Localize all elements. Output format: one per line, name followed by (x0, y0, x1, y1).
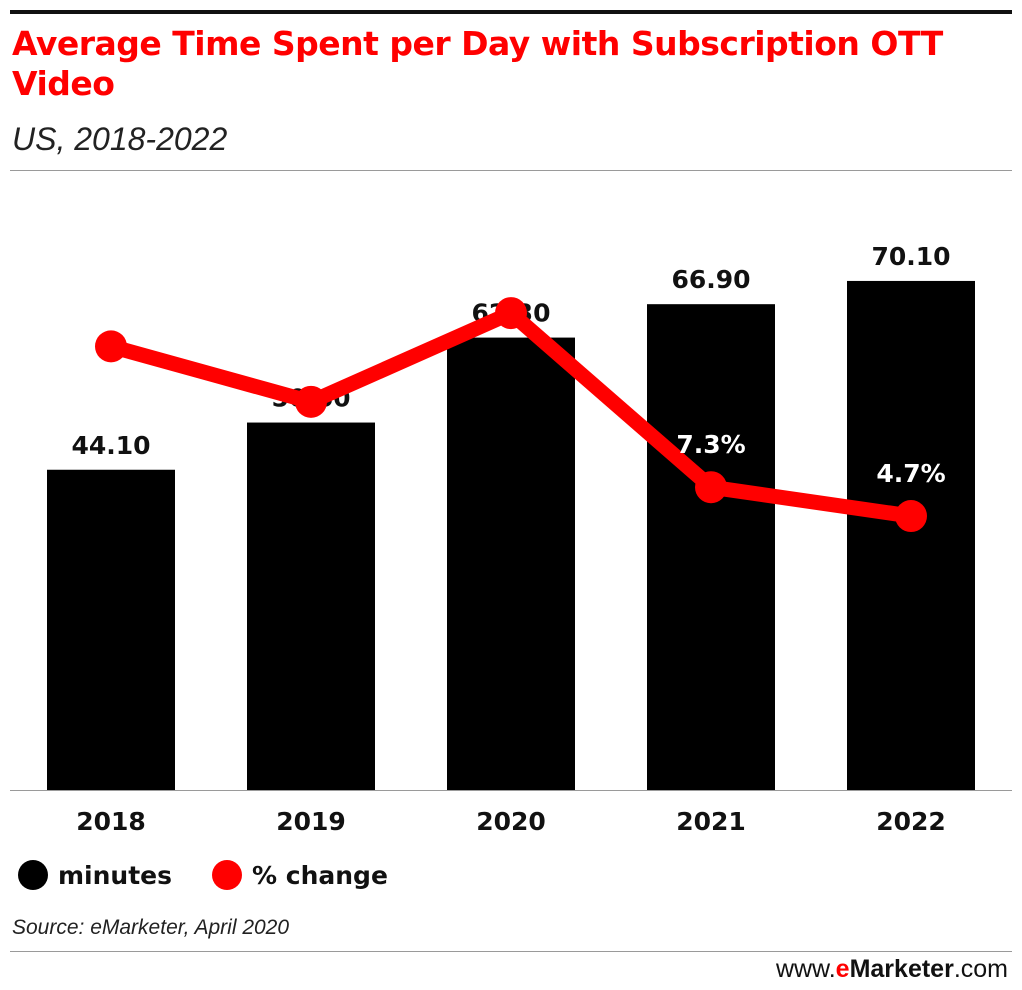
legend: minutes % change (18, 856, 428, 894)
point-2020 (495, 297, 527, 330)
point-2019 (295, 385, 327, 418)
line-label-2020: 23.0% (468, 256, 555, 285)
brand-suffix: .com (953, 955, 1008, 983)
chart-title: Average Time Spent per Day with Subscrip… (12, 24, 943, 104)
point-2021 (695, 471, 727, 504)
footer-rule (10, 951, 1012, 952)
bar-2022 (847, 280, 975, 790)
point-2018 (95, 330, 127, 363)
bar-2020 (447, 337, 575, 790)
point-2022 (895, 500, 927, 533)
x-tick-2022: 2022 (876, 807, 946, 836)
legend-item-minutes: minutes (18, 860, 172, 890)
bar-label-2018: 44.10 (71, 431, 150, 460)
bar-2018 (47, 469, 175, 790)
bar-2019 (247, 422, 375, 790)
brand-prefix: www. (775, 955, 836, 983)
legend-item-change: % change (212, 860, 388, 890)
line-label-2021: 7.3% (676, 430, 745, 459)
chart-subtitle: US, 2018-2022 (12, 121, 228, 157)
bar-2021 (647, 304, 775, 790)
legend-label-change: % change (252, 860, 388, 890)
subtitle-rule (10, 170, 1012, 171)
line-label-2018: 20.0% (68, 373, 155, 402)
legend-swatch-minutes (18, 860, 48, 890)
legend-label-minutes: minutes (58, 860, 173, 890)
legend-swatch-change (212, 860, 243, 890)
x-tick-2019: 2019 (276, 807, 346, 836)
x-tick-2018: 2018 (76, 807, 146, 836)
chart-area: 44.1050.6062.3066.9070.10201820192020202… (10, 242, 1012, 836)
bar-label-2021: 66.90 (671, 265, 750, 294)
source-note: Source: eMarketer, April 2020 (12, 916, 290, 939)
line-label-2022: 4.7% (876, 459, 945, 488)
top-rule (10, 10, 1012, 14)
x-tick-2020: 2020 (476, 807, 546, 836)
x-tick-2021: 2021 (676, 807, 746, 836)
line-label-2019: 15.0% (268, 345, 355, 374)
brand-e: e (835, 955, 850, 983)
brand-url[interactable]: www.eMarketer.com (776, 955, 1008, 984)
bar-label-2022: 70.10 (871, 242, 950, 271)
brand-name: Marketer (849, 955, 954, 983)
